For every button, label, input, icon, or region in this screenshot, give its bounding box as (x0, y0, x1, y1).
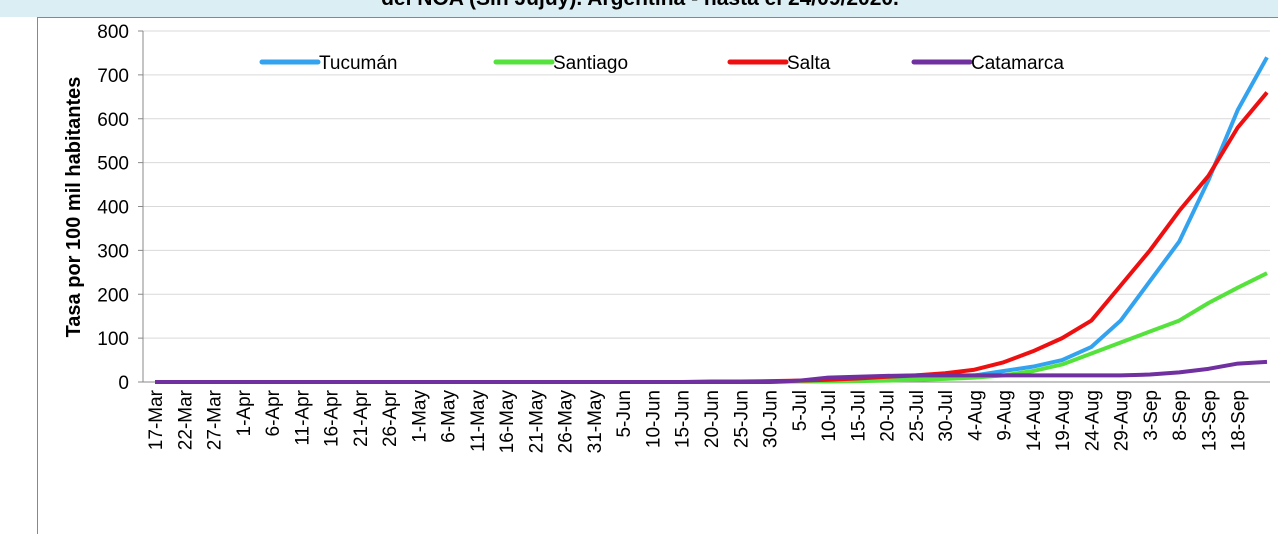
legend-label: Catamarca (971, 53, 1064, 74)
legend-label: Salta (787, 53, 831, 74)
y-tick-label: 100 (97, 329, 129, 350)
x-tick-label: 9-Aug (995, 390, 1016, 441)
y-tick-label: 0 (118, 373, 129, 394)
x-tick-label: 18-Sep (1229, 390, 1250, 451)
x-tick-label: 24-Aug (1082, 390, 1103, 451)
x-tick-label: 29-Aug (1112, 390, 1133, 451)
x-tick-label: 5-Jul (790, 390, 811, 431)
y-tick-label: 300 (97, 241, 129, 262)
x-tick-label: 10-Jun (643, 390, 664, 448)
x-tick-label: 11-Apr (292, 389, 313, 445)
y-axis-title: Tasa por 100 mil habitantes (63, 77, 85, 338)
y-tick-label: 200 (97, 285, 129, 306)
x-tick-label: 22-Mar (175, 389, 196, 450)
x-tick-label: 19-Aug (1053, 390, 1074, 451)
y-tick-label: 500 (97, 154, 129, 175)
series-line (155, 271, 1268, 384)
x-tick-label: 16-May (497, 390, 518, 454)
x-tick-label: 30-Jun (761, 390, 782, 448)
y-tick-label: 400 (97, 198, 129, 219)
x-tick-label: 21-May (526, 390, 547, 454)
x-tick-label: 13-Sep (1199, 390, 1220, 451)
x-tick-label: 15-Jun (673, 390, 694, 448)
x-tick-label: 8-Sep (1170, 390, 1191, 441)
x-tick-label: 20-Jun (702, 390, 723, 448)
x-tick-label: 1-May (409, 390, 430, 443)
x-tick-label: 14-Aug (1024, 390, 1045, 451)
x-tick-label: 6-Apr (263, 389, 284, 436)
x-tick-label: 10-Jul (819, 390, 840, 442)
y-tick-label: 700 (97, 66, 129, 87)
x-tick-label: 27-Mar (205, 389, 226, 450)
x-tick-label: 31-May (585, 390, 606, 454)
series-line (155, 359, 1268, 384)
x-tick-label: 20-Jul (878, 390, 899, 442)
chart-border (37, 17, 1278, 534)
x-tick-label: 25-Jun (731, 390, 752, 448)
x-tick-label: 26-Apr (380, 389, 401, 447)
x-tick-label: 30-Jul (936, 390, 957, 442)
legend-label: Tucumán (319, 53, 398, 74)
x-tick-label: 3-Sep (1141, 390, 1162, 441)
x-tick-label: 5-Jun (614, 390, 635, 438)
legend-label: Santiago (553, 53, 628, 74)
x-tick-label: 15-Jul (848, 390, 869, 442)
x-tick-label: 11-May (468, 390, 489, 452)
x-tick-label: 26-May (556, 390, 577, 454)
series-line (155, 56, 1269, 384)
chart-title: del NOA (Sin Jujuy). Argentina - hasta e… (381, 0, 899, 10)
y-tick-label: 800 (97, 22, 129, 43)
header-band (0, 0, 1278, 17)
x-tick-label: 1-Apr (234, 389, 255, 436)
x-tick-label: 25-Jul (907, 390, 928, 442)
x-tick-label: 6-May (439, 390, 460, 443)
x-tick-label: 21-Apr (351, 389, 372, 447)
y-tick-label: 600 (97, 110, 129, 131)
x-tick-label: 17-Mar (146, 389, 167, 450)
x-tick-label: 4-Aug (965, 390, 986, 441)
x-tick-label: 16-Apr (322, 389, 343, 447)
